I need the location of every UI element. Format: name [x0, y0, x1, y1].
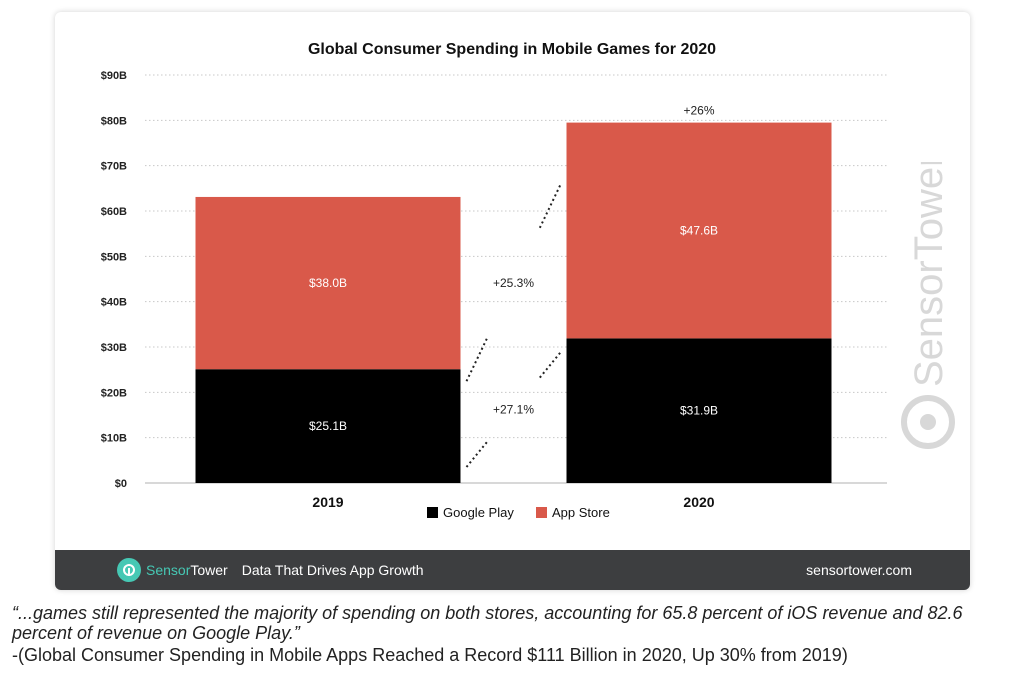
y-tick-label: $30B	[101, 342, 127, 354]
legend-label-app-store: App Store	[552, 505, 610, 520]
legend-swatch-app-store	[536, 507, 547, 518]
bar-google-play-2020	[566, 338, 832, 483]
footer-url: sensortower.com	[806, 562, 912, 578]
y-tick-label: $40B	[101, 297, 127, 309]
footer-tagline: Data That Drives App Growth	[241, 562, 424, 578]
y-tick-label: $0	[115, 478, 127, 490]
x-tick-label-2019: 2019	[312, 494, 343, 510]
growth-google-play-line-right	[539, 351, 562, 379]
data-label-google-play-2019: $25.1B	[309, 419, 347, 433]
watermark-text: SensorTower	[907, 162, 951, 387]
data-label-app-store-2020: $47.6B	[680, 223, 718, 237]
footer-brand: SensorTower	[146, 562, 228, 578]
y-tick-label: $90B	[101, 70, 127, 82]
footer-bar: SensorTower Data That Drives App Growth …	[55, 550, 970, 590]
data-label-google-play-2020: $31.9B	[680, 404, 718, 418]
footer-brand-sensor: Sensor	[146, 562, 191, 578]
footer-brand-tower: Tower	[190, 562, 228, 578]
growth-app-store-line-left	[465, 337, 489, 382]
y-tick-label: $10B	[101, 433, 127, 445]
growth-google-play-line-left	[465, 441, 488, 468]
watermark-logo-icon	[901, 395, 955, 449]
sensortower-watermark: SensorTower	[901, 162, 955, 449]
bar-app-store-2019	[195, 196, 461, 370]
chart: Global Consumer Spending in Mobile Games…	[101, 41, 887, 520]
source-text: -(Global Consumer Spending in Mobile App…	[12, 645, 848, 665]
data-label-app-store-2019: $38.0B	[309, 276, 347, 290]
total-growth-label: +26%	[683, 104, 714, 118]
legend-swatch-google-play	[427, 507, 438, 518]
growth-google-play-label: +27.1%	[493, 403, 534, 417]
x-tick-label-2020: 2020	[683, 494, 714, 510]
growth-app-store-label: +25.3%	[493, 276, 534, 290]
quote-text: “...games still represented the majority…	[12, 603, 963, 643]
y-tick-label: $60B	[101, 206, 127, 218]
chart-card: Global Consumer Spending in Mobile Games…	[55, 12, 970, 590]
bar-app-store-2020	[566, 122, 832, 339]
legend-label-google-play: Google Play	[443, 505, 514, 520]
sensortower-logo-icon	[117, 558, 141, 582]
chart-title: Global Consumer Spending in Mobile Games…	[308, 41, 716, 58]
y-tick-label: $70B	[101, 161, 127, 173]
y-tick-label: $50B	[101, 251, 127, 263]
y-tick-label: $80B	[101, 115, 127, 127]
bar-google-play-2019	[195, 369, 461, 483]
growth-app-store-line-right	[538, 184, 562, 229]
y-tick-label: $20B	[101, 387, 127, 399]
